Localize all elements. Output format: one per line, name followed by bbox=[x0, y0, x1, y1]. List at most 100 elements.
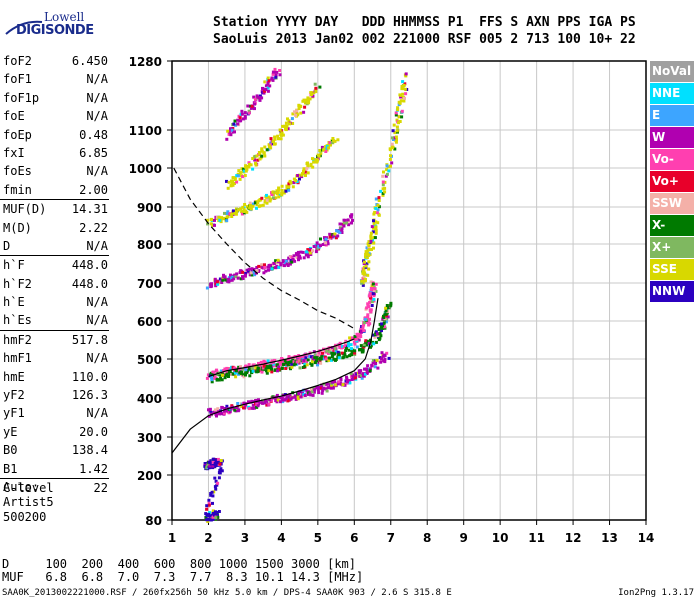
echo-point bbox=[374, 289, 378, 293]
echo-point bbox=[376, 334, 380, 338]
echo-point bbox=[324, 150, 328, 153]
echo-point bbox=[299, 395, 303, 399]
echo-point bbox=[362, 274, 366, 278]
echo-point bbox=[271, 364, 275, 368]
muf-row: MUF 6.8 6.8 7.0 7.3 7.7 8.3 10.1 14.3 [M… bbox=[2, 570, 364, 584]
echo-point bbox=[365, 306, 369, 310]
echo-point bbox=[383, 186, 387, 190]
echo-point bbox=[298, 256, 302, 260]
echo-point bbox=[258, 368, 262, 372]
echo-point bbox=[400, 85, 404, 88]
echo-point bbox=[287, 361, 291, 364]
echo-point bbox=[351, 373, 355, 377]
echo-point bbox=[404, 72, 408, 76]
echo-point bbox=[304, 253, 308, 257]
echo-point bbox=[366, 319, 370, 323]
echo-point bbox=[334, 236, 338, 240]
echo-point bbox=[211, 464, 215, 468]
echo-point bbox=[306, 255, 310, 259]
echo-point bbox=[349, 372, 353, 376]
echo-point bbox=[215, 414, 218, 418]
echo-point bbox=[207, 498, 211, 502]
echo-point bbox=[236, 208, 240, 212]
echo-point bbox=[383, 353, 387, 357]
echo-point bbox=[331, 137, 335, 140]
echo-point bbox=[213, 462, 217, 466]
echo-point bbox=[267, 195, 271, 199]
echo-point bbox=[268, 144, 272, 148]
echo-point bbox=[313, 361, 317, 365]
echo-point bbox=[370, 225, 374, 229]
echo-point bbox=[214, 487, 218, 491]
echo-point bbox=[296, 395, 300, 399]
echo-point bbox=[366, 340, 370, 344]
param-value: N/A bbox=[86, 351, 108, 366]
echo-point bbox=[372, 333, 375, 337]
echo-point bbox=[347, 379, 351, 383]
echo-point bbox=[227, 130, 231, 134]
echo-point bbox=[328, 356, 332, 360]
echo-point bbox=[371, 238, 375, 242]
echo-point bbox=[311, 94, 315, 98]
echo-point bbox=[308, 251, 312, 255]
echo-point bbox=[253, 273, 257, 277]
echo-point bbox=[281, 360, 285, 364]
echo-point bbox=[227, 180, 231, 184]
echo-point bbox=[312, 390, 316, 394]
echo-point bbox=[220, 216, 224, 220]
param-value: N/A bbox=[86, 406, 108, 421]
echo-point bbox=[311, 165, 315, 169]
echo-point bbox=[330, 141, 334, 145]
echo-point bbox=[303, 105, 307, 109]
echo-point bbox=[238, 271, 242, 274]
echo-point bbox=[403, 87, 407, 91]
echo-point bbox=[285, 397, 289, 401]
echo-point bbox=[344, 349, 348, 353]
echo-point bbox=[281, 133, 285, 137]
echo-point bbox=[372, 212, 376, 216]
param-separator bbox=[0, 329, 109, 331]
echo-point bbox=[368, 369, 372, 373]
echo-point bbox=[374, 330, 378, 334]
echo-point bbox=[274, 266, 277, 270]
echo-point bbox=[374, 197, 378, 201]
muf-table: D 100 200 400 600 800 1000 1500 3000 [km… bbox=[2, 558, 363, 584]
echo-point bbox=[223, 376, 227, 380]
echo-point bbox=[373, 236, 377, 240]
echo-point bbox=[292, 254, 296, 258]
param-row: yF2 126.3 bbox=[0, 386, 112, 404]
echo-point bbox=[218, 373, 222, 377]
echo-point bbox=[275, 393, 279, 397]
echo-point bbox=[322, 147, 326, 151]
echo-point bbox=[338, 222, 342, 226]
echo-point bbox=[377, 338, 381, 342]
echo-point bbox=[208, 464, 212, 468]
echo-point bbox=[272, 76, 276, 80]
echo-point bbox=[372, 246, 375, 250]
echo-point bbox=[253, 97, 257, 101]
echo-point bbox=[223, 411, 226, 415]
echo-point bbox=[376, 203, 380, 207]
echo-point bbox=[373, 360, 377, 364]
legend-item: NoVal bbox=[650, 61, 694, 82]
param-label: h`E bbox=[3, 295, 25, 310]
echo-point bbox=[371, 361, 375, 365]
echo-point bbox=[367, 244, 371, 248]
echo-point bbox=[390, 142, 394, 146]
echo-point bbox=[401, 80, 405, 84]
echo-point bbox=[310, 355, 313, 359]
echo-point bbox=[264, 269, 268, 273]
echo-point bbox=[243, 114, 247, 118]
echo-point bbox=[213, 374, 217, 378]
y-tick-label: 1000 bbox=[129, 162, 162, 176]
echo-point bbox=[225, 215, 229, 219]
echo-point bbox=[274, 191, 278, 195]
echo-point bbox=[231, 126, 235, 130]
echo-point bbox=[205, 504, 209, 508]
echo-point bbox=[230, 128, 234, 132]
echo-point bbox=[390, 161, 394, 165]
echo-point bbox=[363, 260, 366, 264]
legend-item: Vo+ bbox=[650, 171, 694, 192]
echo-point bbox=[213, 408, 217, 412]
echo-point bbox=[265, 197, 269, 200]
